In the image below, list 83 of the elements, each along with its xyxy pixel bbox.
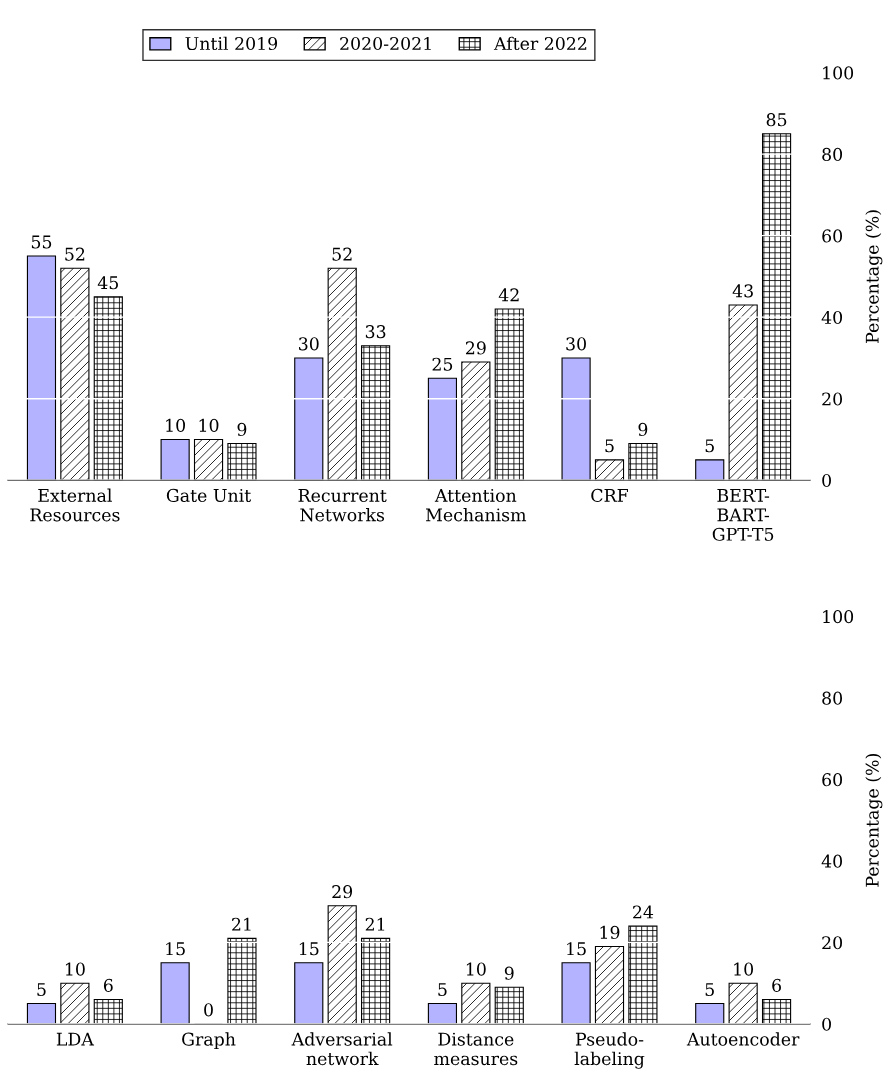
data-label: 10 (65, 962, 85, 976)
data-label: 33 (365, 325, 386, 339)
data-label: 5 (705, 439, 714, 453)
y-tick-label: 60 (822, 229, 843, 243)
bar (695, 459, 725, 481)
data-label: 52 (65, 247, 85, 261)
bar (761, 133, 792, 481)
bar (93, 296, 123, 481)
legend-label: After 2022 (493, 36, 587, 51)
y-axis-title: Percentage (%) (865, 754, 883, 887)
data-label: 30 (566, 337, 586, 351)
bar (60, 267, 90, 481)
y-tick-label: 0 (822, 473, 831, 488)
bar (193, 438, 224, 481)
data-label: 5 (37, 983, 46, 997)
y-tick-label: 20 (822, 392, 843, 406)
data-label: 5 (438, 983, 447, 997)
x-tick-label: Recurrent Networks (298, 489, 387, 522)
y-tick-label: 80 (822, 147, 843, 161)
y-tick-label: 100 (823, 66, 854, 80)
x-tick-label: Distance measures (434, 1032, 518, 1066)
data-label: 19 (600, 925, 620, 939)
y-tick-label: 100 (823, 610, 854, 624)
data-label: 5 (605, 439, 614, 453)
bar (227, 442, 257, 481)
data-label: 52 (332, 247, 352, 261)
x-tick-label: Autoencoder (686, 1032, 800, 1046)
data-label: 29 (465, 341, 486, 355)
y-tick-label: 20 (822, 936, 843, 950)
x-tick-label: Graph (182, 1032, 236, 1050)
data-label: 42 (498, 288, 519, 302)
bar (427, 377, 458, 481)
data-label: 15 (166, 942, 185, 956)
x-tick-label: Adversarial network (291, 1032, 393, 1066)
data-label: 10 (734, 962, 754, 976)
data-label: 6 (772, 978, 781, 992)
data-label: 9 (504, 966, 514, 980)
data-label: 0 (204, 1003, 213, 1017)
bar (561, 357, 591, 481)
data-label: 5 (705, 983, 714, 997)
bar (628, 442, 658, 481)
data-label: 29 (332, 885, 353, 899)
data-label: 9 (237, 422, 247, 436)
legend-label: Until 2019 (185, 36, 278, 51)
bar (728, 304, 758, 481)
data-label: 55 (31, 235, 52, 249)
bar (327, 267, 357, 481)
data-label: 9 (638, 422, 648, 436)
data-label: 25 (432, 357, 453, 371)
y-axis-title: Percentage (%) (865, 210, 883, 343)
y-tick-label: 40 (821, 310, 843, 325)
data-label: 15 (567, 942, 586, 956)
bar (160, 438, 190, 481)
x-tick-label: Gate Unit (166, 488, 252, 502)
x-tick-label: LDA (56, 1032, 95, 1046)
x-tick-label: Pseudo- labeling (574, 1032, 645, 1069)
data-label: 45 (97, 276, 118, 290)
data-label: 24 (633, 905, 654, 919)
x-tick-label: External Resources (30, 488, 120, 522)
data-label: 10 (199, 418, 219, 432)
y-tick-label: 40 (821, 854, 843, 868)
data-label: 6 (103, 978, 113, 992)
data-label: 10 (466, 962, 486, 976)
x-tick-label: Attention Mechanism (426, 488, 527, 522)
bar (361, 345, 391, 481)
data-label: 21 (232, 917, 251, 931)
bar (26, 255, 57, 481)
bar (494, 308, 524, 481)
data-label: 21 (365, 917, 385, 931)
x-tick-label: CRF (591, 488, 628, 502)
x-tick-label: BERT- BART- GPT-T5 (712, 489, 774, 541)
y-tick-label: 60 (822, 773, 843, 787)
data-label: 15 (299, 942, 319, 956)
y-tick-label: 0 (822, 1017, 831, 1031)
bar (594, 459, 625, 481)
legend-label: 2020-2021 (340, 36, 431, 51)
bar (294, 357, 324, 481)
data-label: 43 (732, 284, 753, 298)
bar (461, 361, 491, 481)
y-tick-label: 80 (822, 691, 843, 705)
data-label: 85 (766, 113, 787, 127)
data-label: 10 (166, 418, 186, 432)
data-label: 30 (299, 337, 319, 351)
